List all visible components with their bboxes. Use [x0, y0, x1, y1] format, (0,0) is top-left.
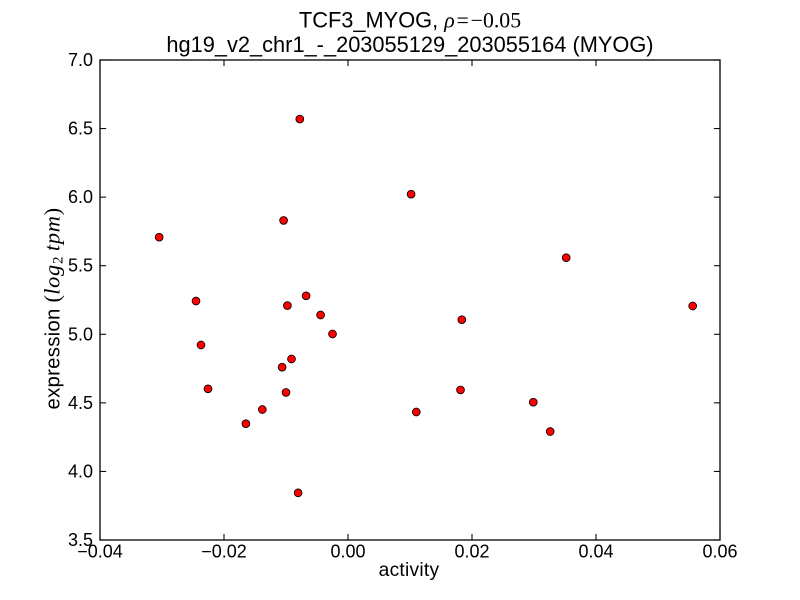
svg-text:activity: activity [379, 560, 440, 581]
svg-text:0.06: 0.06 [702, 542, 737, 562]
svg-text:−0.04: −0.04 [77, 542, 123, 562]
svg-text:0.02: 0.02 [454, 542, 489, 562]
svg-text:7.0: 7.0 [68, 50, 93, 70]
svg-text:expression (log2 tpm): expression (log2 tpm) [40, 208, 67, 410]
svg-text:4.0: 4.0 [68, 461, 93, 481]
svg-text:6.0: 6.0 [68, 187, 93, 207]
svg-text:5.0: 5.0 [68, 324, 93, 344]
svg-text:3.5: 3.5 [68, 530, 93, 550]
svg-text:0.04: 0.04 [578, 542, 613, 562]
svg-text:TCF3_MYOG, ρ = −0.05: TCF3_MYOG, ρ = −0.05 [299, 8, 521, 33]
svg-text:0.00: 0.00 [330, 542, 365, 562]
svg-text:4.5: 4.5 [68, 393, 93, 413]
svg-text:6.5: 6.5 [68, 119, 93, 139]
svg-text:hg19_v2_chr1_-_203055129_20305: hg19_v2_chr1_-_203055129_203055164 (MYOG… [166, 32, 653, 57]
svg-text:5.5: 5.5 [68, 256, 93, 276]
svg-text:−0.02: −0.02 [201, 542, 247, 562]
